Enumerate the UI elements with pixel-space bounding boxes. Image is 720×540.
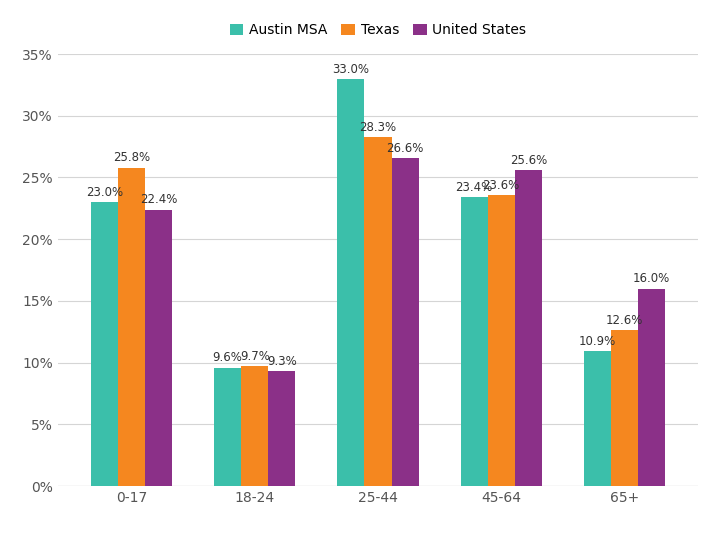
Text: 25.8%: 25.8% (113, 151, 150, 165)
Text: 22.4%: 22.4% (140, 193, 177, 206)
Text: 9.3%: 9.3% (267, 355, 297, 368)
Bar (241, 366, 269, 486)
Text: 28.3%: 28.3% (359, 120, 397, 133)
Bar (611, 330, 638, 486)
Text: 12.6%: 12.6% (606, 314, 643, 327)
Text: 9.7%: 9.7% (240, 350, 270, 363)
Text: 26.6%: 26.6% (387, 141, 424, 154)
Bar (269, 371, 295, 486)
Bar (515, 170, 542, 486)
Text: 23.4%: 23.4% (456, 181, 492, 194)
Text: 9.6%: 9.6% (212, 352, 243, 365)
Bar (145, 210, 172, 486)
Text: 23.6%: 23.6% (482, 179, 520, 192)
Bar (364, 137, 392, 486)
Legend: Austin MSA, Texas, United States: Austin MSA, Texas, United States (224, 18, 532, 43)
Text: 23.0%: 23.0% (86, 186, 123, 199)
Bar (461, 197, 487, 486)
Text: 25.6%: 25.6% (510, 154, 547, 167)
Text: 10.9%: 10.9% (579, 335, 616, 348)
Bar (638, 288, 665, 486)
Bar (584, 352, 611, 486)
Bar (91, 202, 118, 486)
Bar (214, 368, 241, 486)
Text: 16.0%: 16.0% (633, 272, 670, 286)
Bar (118, 167, 145, 486)
Bar (487, 195, 515, 486)
Bar (338, 79, 364, 486)
Text: 33.0%: 33.0% (333, 63, 369, 76)
Bar (392, 158, 418, 486)
